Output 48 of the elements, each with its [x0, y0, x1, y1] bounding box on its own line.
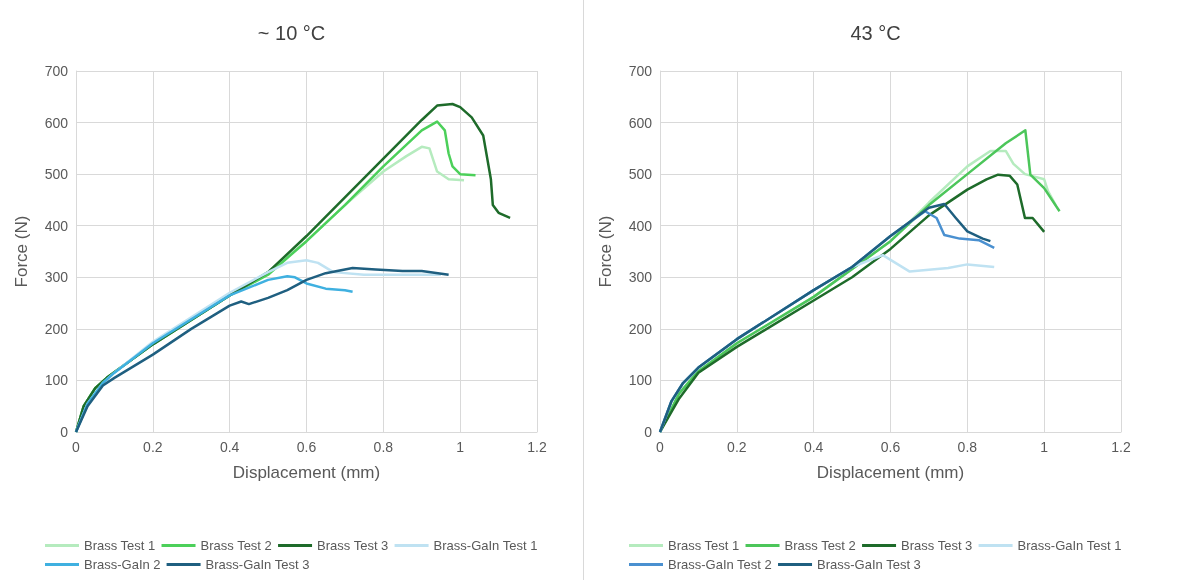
y-tick-label: 200 — [628, 320, 653, 337]
y-tick-label: 0 — [644, 424, 653, 440]
y-tick-label: 0 — [60, 424, 69, 440]
y-tick-label: 700 — [628, 63, 653, 79]
x-tick-label: 1.2 — [1111, 439, 1131, 455]
y-tick-label: 600 — [628, 114, 653, 131]
y-tick-label: 300 — [628, 269, 653, 286]
chart-title: ~ 10 °C — [257, 22, 326, 44]
y-tick-label: 400 — [44, 217, 69, 234]
y-tick-label: 400 — [628, 217, 653, 234]
x-axis-title: Displacement (mm) — [232, 463, 381, 482]
legend-label: Brass Test 2 — [200, 538, 272, 553]
x-tick-label: 1 — [456, 439, 465, 455]
legend-label: Brass Test 1 — [84, 538, 156, 553]
legend-label: Brass-GaIn Test 3 — [817, 557, 921, 572]
y-tick-label: 100 — [44, 372, 69, 389]
x-tick-label: 0.4 — [219, 439, 240, 455]
y-tick-label: 600 — [44, 114, 69, 131]
y-tick-label: 500 — [628, 166, 653, 183]
x-tick-label: 0.2 — [143, 439, 163, 455]
y-tick-label: 500 — [44, 166, 69, 183]
y-tick-label: 100 — [628, 372, 653, 389]
y-tick-label: 200 — [44, 320, 69, 337]
x-tick-label: 0.8 — [957, 439, 978, 455]
x-tick-label: 1.2 — [527, 439, 547, 455]
x-tick-label: 1 — [1040, 439, 1049, 455]
x-tick-label: 0.4 — [803, 439, 824, 455]
legend-label: Brass Test 3 — [317, 538, 389, 553]
legend-label: Brass-GaIn 2 — [84, 557, 161, 572]
legend-label: Brass Test 2 — [784, 538, 856, 553]
x-tick-label: 0 — [72, 439, 81, 455]
x-tick-label: 0 — [656, 439, 665, 455]
legend-label: Brass Test 3 — [901, 538, 973, 553]
legend-label: Brass-GaIn Test 2 — [668, 557, 772, 572]
x-tick-label: 0.6 — [880, 439, 901, 455]
y-tick-label: 300 — [44, 269, 69, 286]
y-tick-label: 700 — [44, 63, 69, 79]
legend-label: Brass-GaIn Test 1 — [433, 538, 538, 553]
legend-label: Brass Test 1 — [668, 538, 740, 553]
x-tick-label: 0.2 — [727, 439, 747, 455]
x-axis-title: Displacement (mm) — [816, 463, 965, 482]
chart-title: 43 °C — [850, 22, 901, 44]
legend-label: Brass-GaIn Test 1 — [1017, 538, 1122, 553]
x-tick-label: 0.6 — [296, 439, 317, 455]
legend-label: Brass-GaIn Test 3 — [205, 557, 310, 572]
y-axis-title: Force (N) — [596, 215, 615, 288]
x-tick-label: 0.8 — [373, 439, 394, 455]
y-axis-title: Force (N) — [12, 215, 31, 288]
